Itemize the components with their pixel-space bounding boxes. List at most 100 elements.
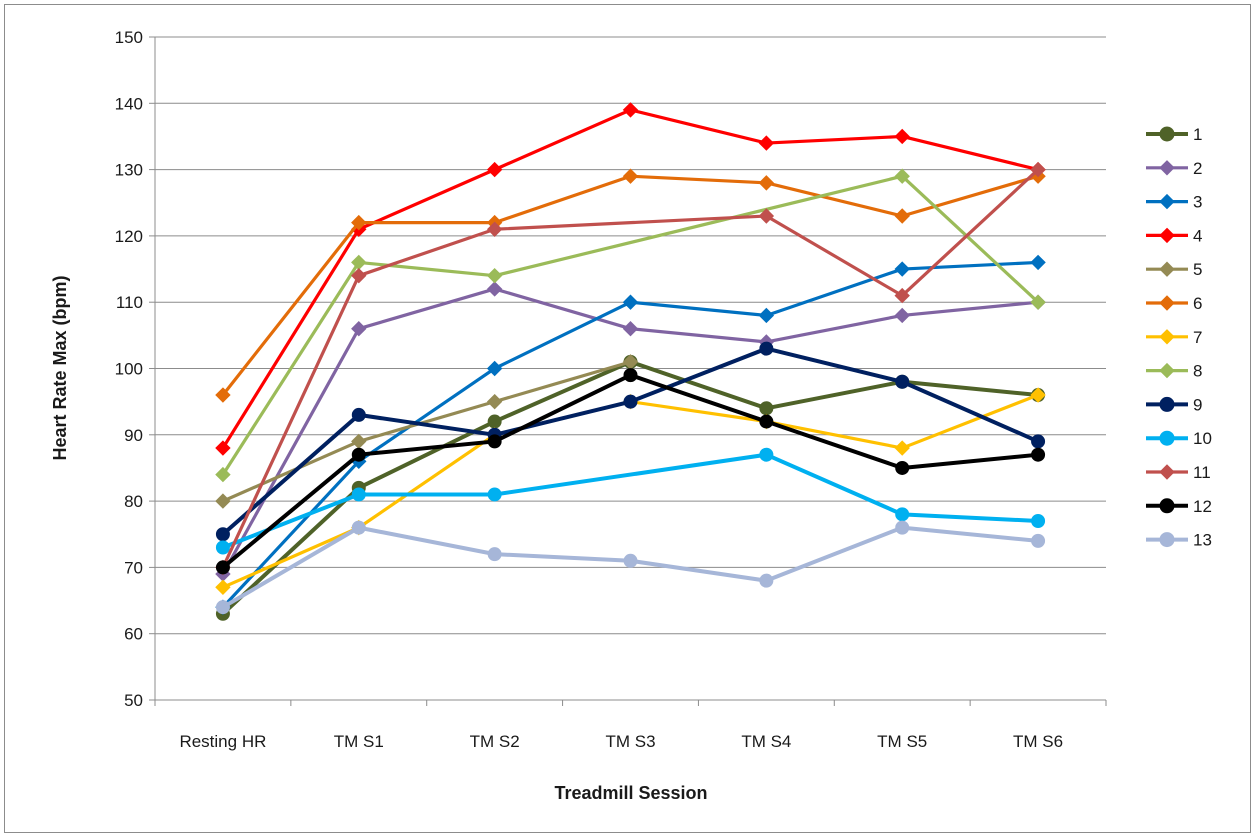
y-tick-label: 80 xyxy=(124,492,143,511)
legend-item-9: 9 xyxy=(1146,395,1202,414)
data-point xyxy=(486,221,503,237)
x-tick-label: TM S1 xyxy=(334,732,384,751)
data-point xyxy=(758,175,775,191)
legend-label: 3 xyxy=(1193,193,1202,212)
data-point xyxy=(623,368,638,383)
y-tick-label: 120 xyxy=(115,227,143,246)
data-point xyxy=(759,341,774,356)
series-5 xyxy=(215,354,639,509)
x-tick-label: TM S4 xyxy=(741,732,791,751)
data-point xyxy=(894,440,910,456)
data-point xyxy=(215,440,231,456)
legend-item-10: 10 xyxy=(1146,429,1212,448)
data-point xyxy=(894,307,910,324)
legend-item-6: 6 xyxy=(1146,294,1202,313)
legend-item-1: 1 xyxy=(1146,125,1202,144)
data-point xyxy=(759,414,774,429)
data-point xyxy=(622,168,639,184)
data-point xyxy=(1030,161,1046,178)
y-tick-label: 140 xyxy=(115,94,143,113)
legend-label: 12 xyxy=(1193,497,1212,516)
data-point xyxy=(215,466,231,483)
data-point xyxy=(215,493,231,509)
legend-item-3: 3 xyxy=(1146,193,1202,212)
legend-marker xyxy=(1159,396,1175,412)
data-point xyxy=(487,414,502,429)
y-tick-label: 70 xyxy=(124,558,143,577)
data-point xyxy=(894,128,910,145)
data-point xyxy=(215,387,231,403)
legend-marker xyxy=(1159,329,1175,345)
legend-marker xyxy=(1159,160,1175,176)
legend-item-13: 13 xyxy=(1146,531,1212,550)
series-line xyxy=(222,360,631,503)
chart-frame xyxy=(4,4,1251,833)
series-8 xyxy=(215,168,1046,483)
series-6 xyxy=(215,168,1046,403)
legend-marker xyxy=(1159,362,1175,379)
data-point xyxy=(759,401,774,416)
series-line xyxy=(221,168,1040,569)
legend-item-11: 11 xyxy=(1146,463,1211,482)
data-point xyxy=(351,321,367,337)
legend-item-5: 5 xyxy=(1146,260,1202,279)
legend-item-2: 2 xyxy=(1146,159,1202,178)
data-point xyxy=(759,573,774,588)
data-point xyxy=(487,487,502,502)
data-point xyxy=(895,460,910,475)
x-tick-label: TM S6 xyxy=(1013,732,1063,751)
legend-label: 2 xyxy=(1193,159,1202,178)
legend-label: 1 xyxy=(1193,125,1202,144)
y-axis-title: Heart Rate Max (bpm) xyxy=(50,275,70,460)
data-point xyxy=(486,360,503,377)
data-point xyxy=(486,393,503,410)
data-point xyxy=(894,168,910,184)
data-point xyxy=(895,507,910,522)
legend-item-8: 8 xyxy=(1146,362,1202,381)
data-point xyxy=(623,394,638,409)
legend-label: 9 xyxy=(1193,395,1202,414)
data-point xyxy=(487,434,502,449)
data-point xyxy=(215,560,230,575)
legend-label: 5 xyxy=(1193,260,1202,279)
legend-marker xyxy=(1159,532,1175,548)
data-point xyxy=(215,579,231,595)
series-10 xyxy=(215,447,1046,555)
x-tick-label: TM S5 xyxy=(877,732,927,751)
data-point xyxy=(486,161,503,178)
x-axis-title: Treadmill Session xyxy=(554,783,707,803)
data-point xyxy=(215,540,230,555)
legend-label: 8 xyxy=(1193,362,1202,381)
data-point xyxy=(622,102,639,118)
axes: 50 60 70 80 90 100 110 120 130 140 150 Resting HR TM… xyxy=(115,28,1107,751)
legend-label: 10 xyxy=(1193,429,1212,448)
data-point xyxy=(622,321,639,337)
legend-item-12: 12 xyxy=(1146,497,1212,516)
series-12 xyxy=(215,368,1046,575)
series-line xyxy=(222,452,1039,550)
x-tick-label: Resting HR xyxy=(179,732,266,751)
data-point xyxy=(351,447,366,462)
x-tick-label: TM S3 xyxy=(605,732,655,751)
y-tick-label: 60 xyxy=(124,625,143,644)
legend-item-4: 4 xyxy=(1146,226,1202,245)
data-point xyxy=(351,267,367,284)
legend-marker xyxy=(1159,295,1175,311)
data-point xyxy=(894,261,910,277)
y-tick-label: 100 xyxy=(115,360,143,379)
data-point xyxy=(1030,254,1046,271)
legend-label: 11 xyxy=(1193,463,1211,482)
data-point xyxy=(486,267,503,284)
data-point xyxy=(1031,447,1046,462)
data-point xyxy=(758,135,775,151)
legend-marker xyxy=(1159,227,1175,244)
data-point xyxy=(351,214,367,231)
data-point xyxy=(759,447,774,462)
data-point xyxy=(487,547,502,562)
legend-marker xyxy=(1159,498,1175,514)
y-tick-label: 150 xyxy=(115,28,143,47)
data-point xyxy=(486,281,503,297)
legend-label: 7 xyxy=(1193,328,1202,347)
